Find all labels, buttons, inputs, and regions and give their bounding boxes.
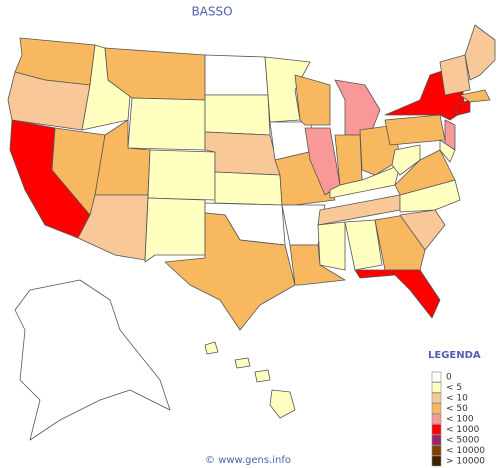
- footer: © www.gens.info: [205, 455, 291, 466]
- state: [334, 134, 363, 186]
- map-title: BASSO: [191, 5, 232, 19]
- legend-label: < 100: [446, 415, 474, 425]
- legend-label: < 5: [446, 383, 462, 393]
- state: [329, 164, 401, 199]
- state: [204, 341, 219, 355]
- legend-swatch: [431, 371, 442, 383]
- state: [344, 219, 383, 271]
- state: [164, 212, 296, 331]
- state: [147, 149, 216, 201]
- legend-label: < 10: [446, 394, 468, 404]
- state: [214, 171, 283, 206]
- legend-swatch: [431, 445, 442, 456]
- state: [317, 221, 346, 271]
- legend-label: < 1000: [446, 425, 480, 435]
- state: [464, 24, 496, 81]
- state: [289, 244, 346, 286]
- state: [204, 54, 269, 96]
- legend-label: < 5000: [446, 436, 480, 446]
- legend: 0< 5< 10< 50< 100< 1000< 5000< 10000> 10…: [431, 371, 485, 467]
- state: [204, 131, 281, 176]
- legend-label: > 10000: [446, 457, 485, 467]
- legend-swatch: [431, 403, 442, 414]
- legend-label: 0: [446, 373, 452, 383]
- state: [384, 114, 446, 146]
- state: [399, 209, 446, 251]
- state: [269, 389, 296, 419]
- state: [294, 74, 331, 126]
- legend-label: < 50: [446, 404, 468, 414]
- state: [439, 54, 471, 96]
- state: [234, 357, 251, 369]
- state: [454, 99, 471, 116]
- state: [459, 89, 491, 103]
- legend-swatch: [431, 455, 442, 467]
- state: [439, 139, 456, 163]
- state: [391, 144, 421, 176]
- legend-swatch: [431, 413, 442, 425]
- state: [354, 269, 441, 319]
- state: [14, 279, 171, 441]
- state: [204, 94, 271, 136]
- legend-swatch: [431, 392, 442, 404]
- legend-swatch: [431, 382, 442, 393]
- state: [394, 149, 456, 196]
- states: [7, 24, 496, 441]
- legend-label: < 10000: [446, 446, 485, 456]
- legend-title: LEGENDA: [428, 350, 481, 361]
- legend-swatch: [431, 424, 442, 435]
- state: [127, 97, 206, 151]
- state: [254, 369, 271, 383]
- state: [144, 197, 206, 263]
- state: [334, 79, 381, 136]
- legend-swatch: [431, 434, 442, 446]
